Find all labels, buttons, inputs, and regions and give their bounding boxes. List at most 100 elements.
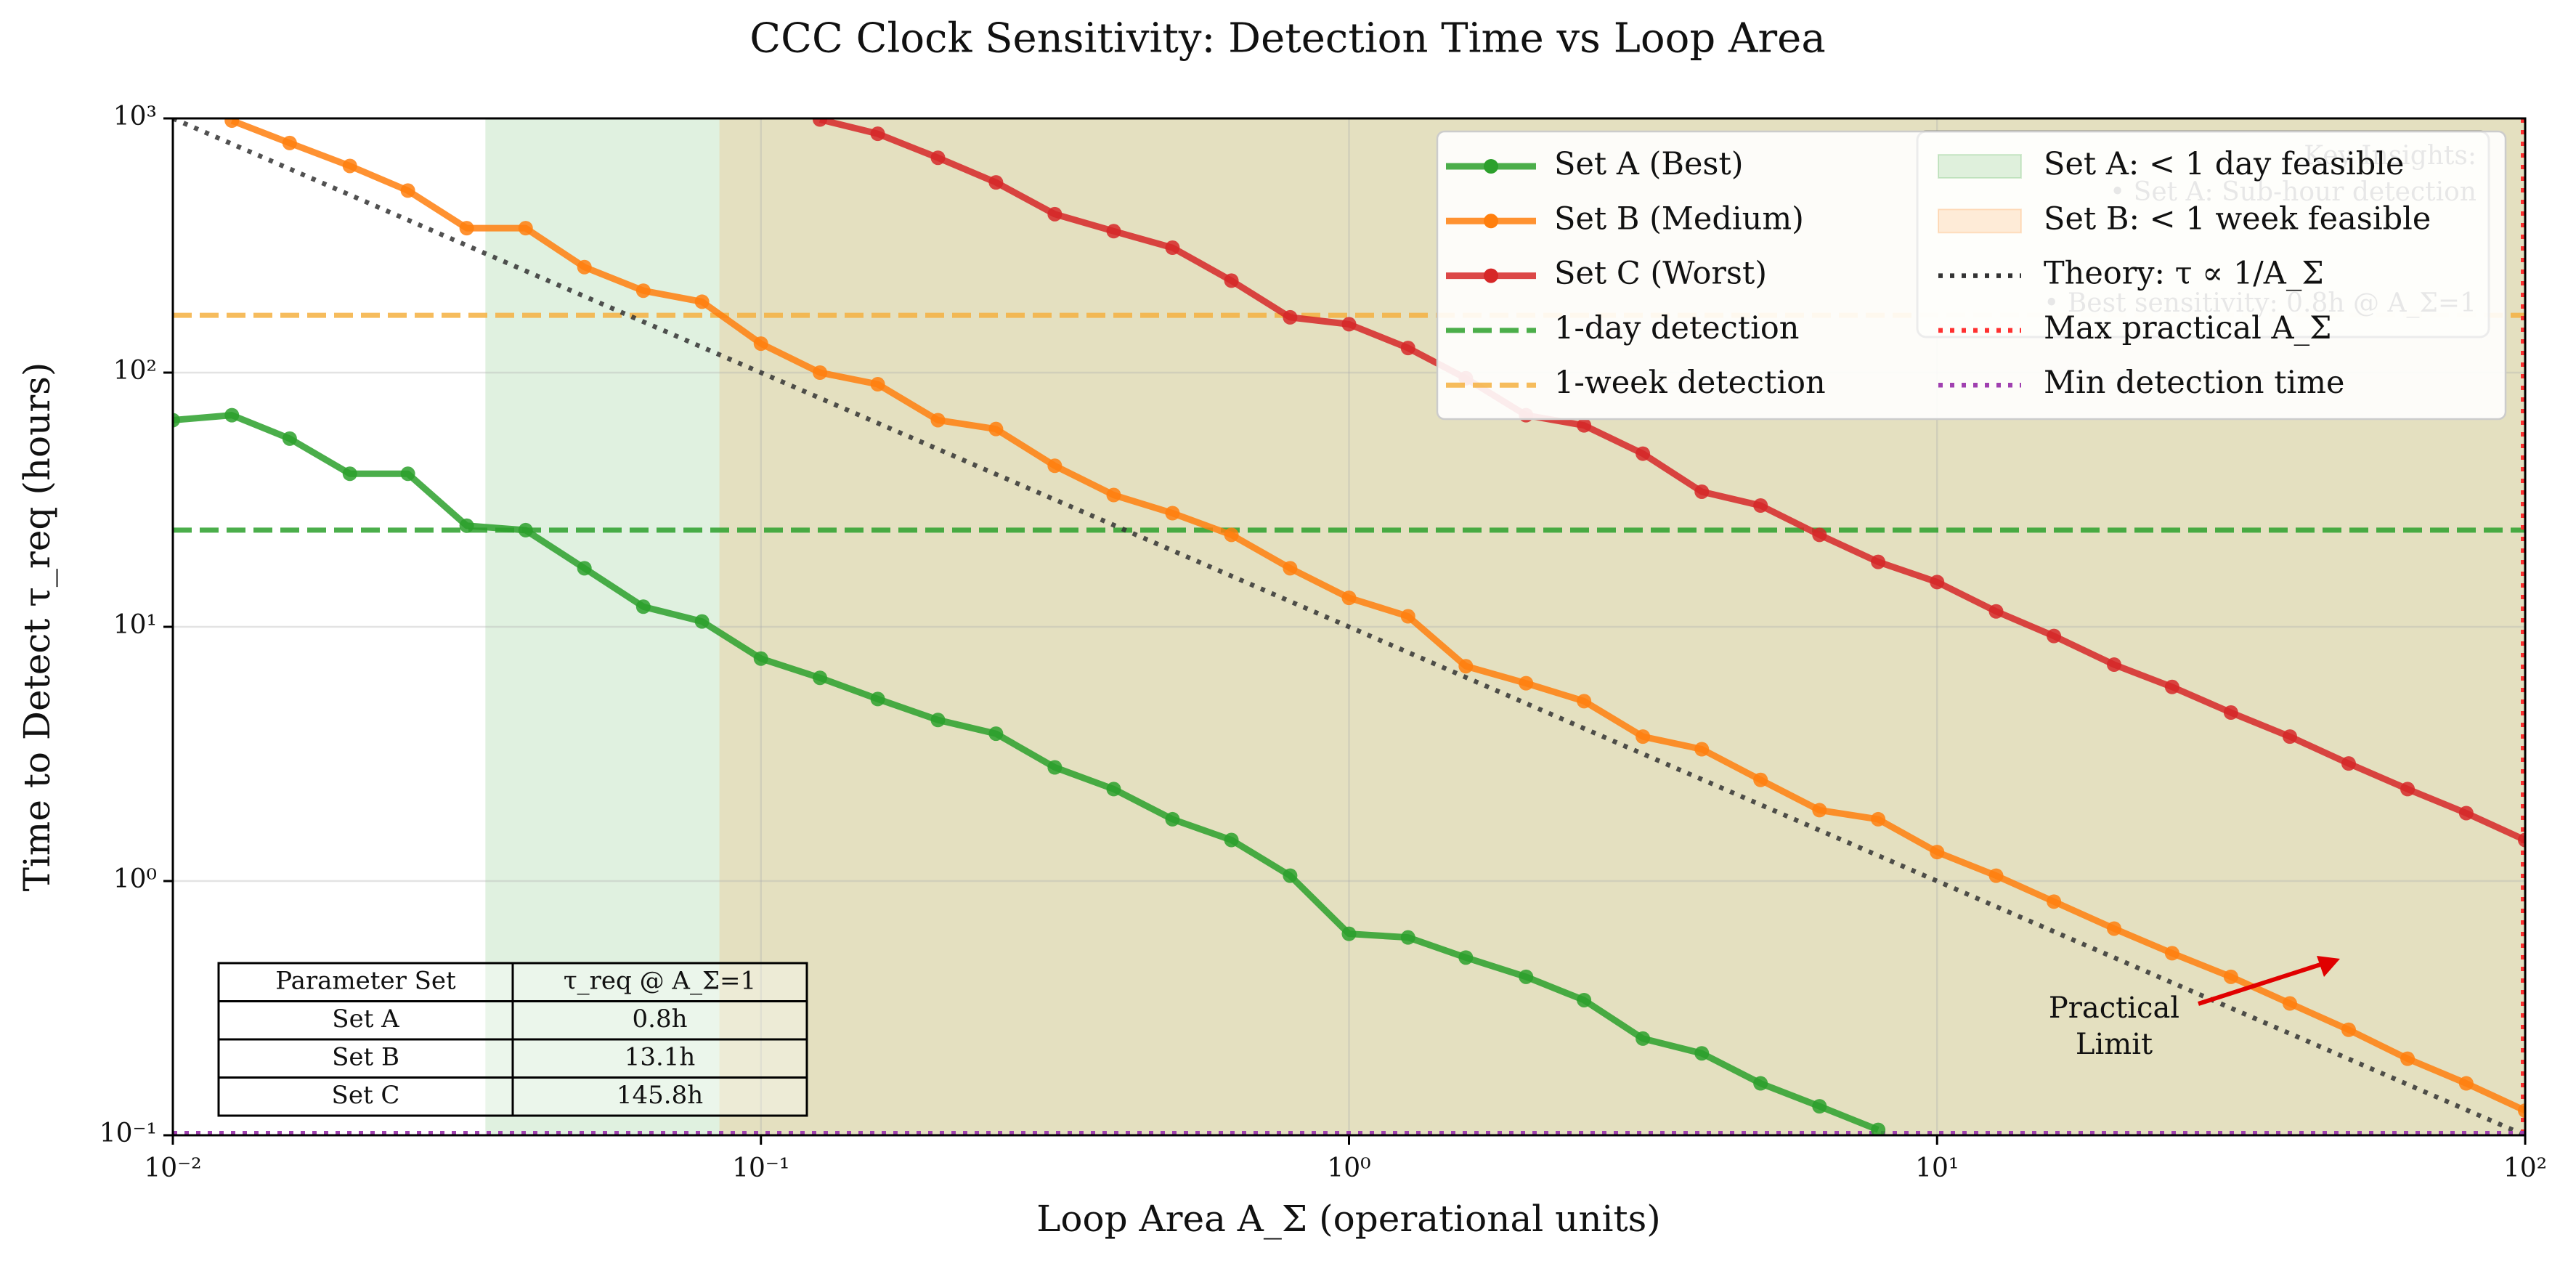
data-point	[635, 599, 651, 614]
x-tick-label: 10⁻¹	[732, 1153, 789, 1183]
data-point	[813, 365, 828, 380]
table-cell: Set B	[332, 1042, 399, 1071]
data-point	[282, 135, 297, 150]
y-tick-label: 10⁰	[113, 864, 157, 894]
table-header: τ_req @ A_Σ=1	[564, 966, 756, 995]
data-point	[173, 413, 180, 428]
legend-label: Theory: τ ∝ 1/A_Σ	[2044, 256, 2324, 292]
data-point	[1988, 604, 2004, 619]
data-point	[1106, 487, 1121, 503]
data-point	[2107, 657, 2122, 673]
data-point	[2400, 1051, 2415, 1066]
x-tick-label: 10¹	[1915, 1153, 1959, 1183]
data-point	[988, 421, 1004, 437]
data-point	[342, 158, 357, 174]
annotation-text: Limit	[2076, 1028, 2153, 1061]
data-point	[1341, 317, 1357, 332]
data-point	[1636, 729, 1651, 744]
data-point	[2518, 832, 2525, 848]
data-point	[870, 126, 885, 142]
data-point	[1224, 527, 1239, 543]
data-point	[2047, 894, 2062, 909]
series-line	[173, 412, 1880, 1133]
data-point	[2164, 679, 2179, 694]
chart-title: CCC Clock Sensitivity: Detection Time vs…	[749, 15, 1825, 62]
data-point	[1458, 659, 1474, 674]
data-point	[1636, 446, 1651, 461]
data-point	[1458, 950, 1474, 965]
data-point	[1400, 341, 1415, 356]
data-point	[1753, 772, 1768, 787]
data-point	[1106, 224, 1121, 239]
x-tick-label: 10²	[2503, 1153, 2547, 1183]
data-point	[2341, 1022, 2356, 1037]
data-point	[2047, 628, 2062, 644]
data-point	[930, 713, 946, 728]
data-point	[2283, 996, 2298, 1011]
data-point	[2283, 729, 2298, 744]
data-point	[2164, 946, 2179, 961]
y-tick-label: 10⁻¹	[99, 1119, 157, 1148]
data-point	[694, 294, 710, 309]
data-point	[2518, 1103, 2525, 1119]
data-point	[577, 259, 592, 275]
theory-line	[173, 118, 2525, 1135]
data-point	[1812, 803, 1827, 818]
table-cell: 145.8h	[617, 1081, 703, 1110]
data-point	[870, 691, 885, 707]
data-point	[1694, 1046, 1710, 1061]
data-point	[1519, 675, 1534, 691]
data-point	[988, 726, 1004, 742]
data-point	[1930, 845, 1945, 860]
data-point	[518, 522, 533, 537]
legend-box	[1436, 130, 2507, 421]
data-point	[1047, 458, 1063, 474]
data-point	[1577, 418, 1592, 433]
legend-label: 1-day detection	[1554, 310, 1799, 346]
legend-marker	[1484, 159, 1498, 174]
data-point	[1400, 930, 1415, 945]
table-cell: 0.8h	[633, 1005, 688, 1034]
data-point	[1871, 811, 1886, 827]
data-point	[1165, 506, 1180, 521]
data-point	[988, 175, 1004, 190]
data-point	[1106, 782, 1121, 797]
data-point	[1812, 1099, 1827, 1114]
table-cell: Set A	[332, 1005, 399, 1034]
annotation-arrow	[2198, 962, 2321, 1006]
data-point	[1519, 969, 1534, 984]
data-point	[930, 150, 946, 166]
legend-patch	[1938, 208, 2022, 234]
data-point	[577, 561, 592, 576]
data-point	[694, 614, 710, 629]
data-point	[870, 377, 885, 392]
data-point	[1283, 309, 1298, 325]
data-point	[400, 183, 415, 198]
data-point	[2458, 806, 2474, 821]
data-point	[1047, 760, 1063, 775]
legend-label: Set A (Best)	[1554, 146, 1744, 182]
data-point	[1930, 575, 1945, 590]
data-point	[224, 407, 240, 423]
data-point	[1283, 868, 1298, 883]
legend-label: 1-week detection	[1554, 365, 1826, 401]
data-point	[1165, 240, 1180, 256]
table-cell: 13.1h	[625, 1042, 696, 1071]
data-point	[2400, 782, 2415, 797]
data-point	[1224, 832, 1239, 848]
y-tick-label: 10³	[113, 102, 157, 131]
annotation-arrowhead	[2317, 956, 2340, 977]
legend-label: Min detection time	[2044, 365, 2344, 401]
data-point	[2223, 969, 2238, 984]
legend-label: Set B (Medium)	[1554, 200, 1804, 237]
data-point	[1753, 1076, 1768, 1091]
data-point	[224, 118, 240, 129]
data-point	[2107, 921, 2122, 936]
data-point	[1577, 694, 1592, 709]
data-point	[1577, 992, 1592, 1007]
data-point	[1283, 561, 1298, 576]
y-tick-label: 10¹	[113, 610, 157, 640]
data-point	[459, 518, 474, 533]
legend-label: Set A: < 1 day feasible	[2044, 146, 2404, 182]
